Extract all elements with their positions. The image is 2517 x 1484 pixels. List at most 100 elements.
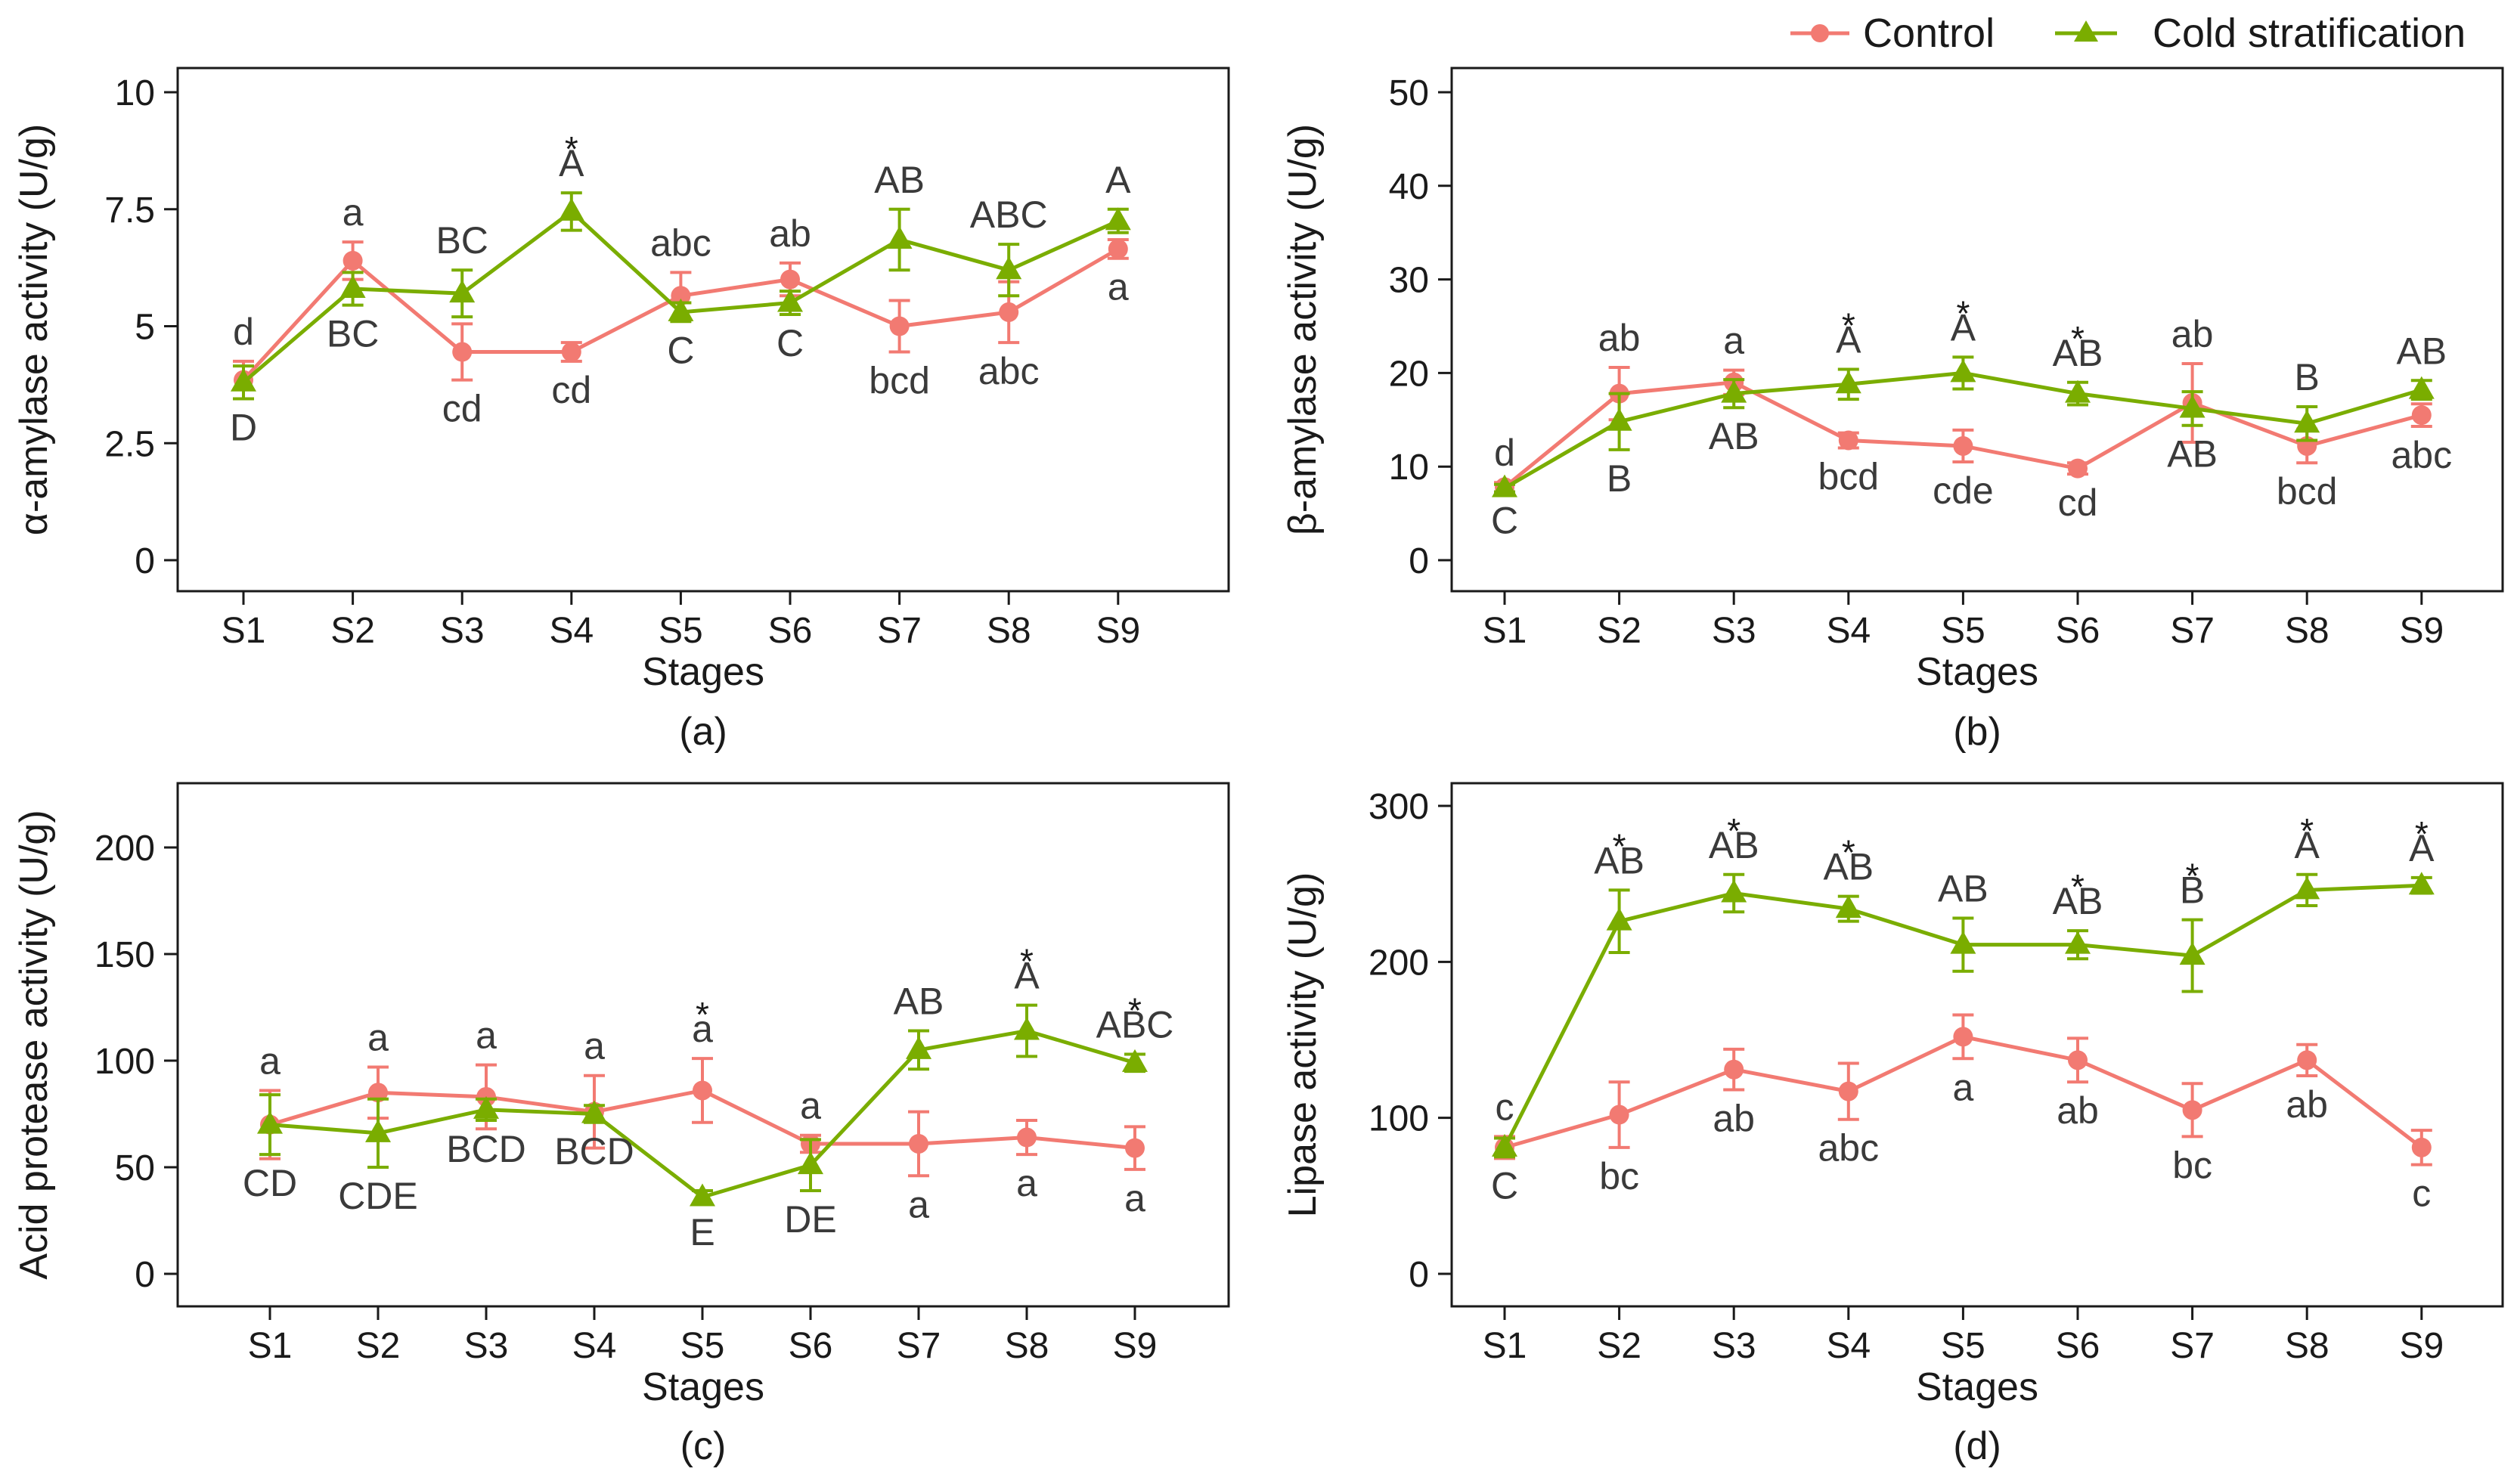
cold-point	[2408, 872, 2435, 895]
chart-panel-1: 0 2.5 5 7.5 10 S1 S2 S3 S4 S5 S6 S7 S8 S9 Stages α-amyl…	[12, 67, 1230, 754]
control-letter: d	[1494, 432, 1515, 474]
x-tick-label: S4	[549, 611, 594, 651]
y-axis-label: Acid protease activity (U/g)	[12, 810, 56, 1279]
y-tick-label: 0	[1409, 541, 1429, 581]
cold-letter: B	[2295, 356, 2320, 398]
cold-point	[1105, 207, 1131, 231]
cold-letter: A	[1105, 159, 1131, 201]
x-axis-label: Stages	[642, 650, 764, 694]
cold-letter: D	[230, 406, 257, 448]
cold-point	[1721, 879, 1747, 903]
cold-point	[339, 274, 366, 298]
x-tick-label: S5	[1941, 611, 1985, 651]
cold-letter: BCD	[554, 1130, 634, 1173]
x-tick-label: S6	[2056, 1326, 2100, 1366]
x-tick-label: S5	[680, 1326, 725, 1366]
cold-point	[1606, 407, 1632, 431]
control-letter: a	[367, 1016, 389, 1058]
cold-letter: ABC	[1096, 1004, 1174, 1046]
legend-cold-marker	[2074, 20, 2098, 42]
plot-frame	[1450, 782, 2504, 1308]
control-point	[1108, 239, 1128, 259]
cold-point	[777, 289, 803, 312]
control-letter: ab	[2057, 1089, 2099, 1132]
cold-point	[906, 1036, 931, 1059]
control-letter: c	[2412, 1173, 2431, 1215]
cold-letter: CDE	[338, 1175, 418, 1217]
control-point	[452, 342, 473, 362]
x-tick-label: S8	[987, 611, 1031, 651]
control-letter: ab	[2171, 313, 2214, 355]
cold-letter: A	[559, 142, 584, 184]
control-letter: c	[1496, 1086, 1514, 1128]
control-letter: a	[259, 1039, 281, 1082]
control-letter: bcd	[869, 360, 930, 402]
y-tick-label: 50	[115, 1148, 155, 1188]
y-tick-label: 40	[1389, 167, 1429, 207]
x-axis-label: Stages	[1916, 1365, 2038, 1409]
cold-point	[2065, 931, 2091, 954]
control-letter: a	[1124, 1177, 1145, 1219]
panel-label: (d)	[1953, 1424, 2001, 1468]
cold-point	[2179, 395, 2205, 418]
x-tick-label: S8	[2285, 1326, 2329, 1366]
x-tick-label: S3	[1712, 611, 1756, 651]
x-tick-label: S9	[1096, 611, 1140, 651]
control-letter: cd	[2058, 482, 2098, 524]
cold-point	[365, 1119, 391, 1142]
significance-mark: *	[1727, 811, 1741, 850]
x-tick-label: S5	[1941, 1326, 1985, 1366]
x-tick-label: S9	[2399, 611, 2444, 651]
significance-mark: *	[2071, 867, 2085, 906]
legend: Control Cold stratification	[1790, 11, 2466, 56]
plot-frame	[1450, 67, 2504, 593]
cold-letter: C	[776, 322, 804, 364]
cold-letter: AB	[2053, 880, 2103, 922]
control-letter: ab	[769, 212, 811, 255]
cold-letter: ABC	[970, 194, 1048, 236]
cold-point	[1835, 895, 1861, 919]
control-point	[2411, 1137, 2432, 1157]
cold-point	[1014, 1017, 1040, 1040]
control-letter: a	[584, 1025, 605, 1067]
x-tick-label: S3	[440, 611, 485, 651]
y-axis-label: β-amylase activity (U/g)	[1281, 124, 1325, 535]
significance-mark: *	[2186, 857, 2199, 896]
cold-point	[2408, 376, 2435, 399]
x-tick-label: S9	[1113, 1326, 1158, 1366]
significance-mark: *	[1020, 942, 1034, 981]
control-letter: a	[1108, 266, 1129, 308]
cold-point	[2179, 942, 2205, 965]
cold-point	[996, 256, 1022, 280]
cold-point	[558, 197, 584, 221]
cold-letter: BC	[327, 313, 379, 355]
cold-letter: E	[690, 1211, 714, 1253]
chart-panel-4: 0 100 200 300 S1 S2 S3 S4 S5 S6 S7 S8 S9 Stages Lipase…	[1281, 782, 2504, 1468]
control-point	[561, 342, 581, 362]
y-tick-label: 20	[1389, 354, 1429, 394]
control-point	[693, 1080, 712, 1101]
control-point	[671, 286, 691, 306]
cold-point	[668, 298, 694, 321]
cold-letter: AB	[2053, 332, 2103, 374]
control-letter: cd	[442, 388, 482, 430]
significance-mark: *	[2071, 319, 2085, 358]
plot-frame	[176, 67, 1230, 593]
cold-point	[257, 1111, 283, 1134]
control-letter: a	[1952, 1066, 1973, 1108]
significance-mark: *	[696, 995, 709, 1034]
y-axis-label: α-amylase activity (U/g)	[12, 124, 56, 535]
y-tick-label: 30	[1389, 261, 1429, 301]
x-tick-label: S3	[1712, 1326, 1756, 1366]
control-letter: bc	[2172, 1144, 2212, 1186]
y-tick-label: 300	[1369, 787, 1429, 827]
x-tick-label: S2	[330, 611, 375, 651]
y-tick-label: 0	[135, 541, 155, 581]
control-point	[1125, 1138, 1145, 1158]
control-letter: abc	[2391, 434, 2452, 476]
x-tick-label: S5	[659, 611, 703, 651]
cold-point	[2294, 876, 2320, 900]
cold-letter: AB	[2396, 330, 2447, 372]
control-letter: bcd	[1818, 455, 1879, 497]
